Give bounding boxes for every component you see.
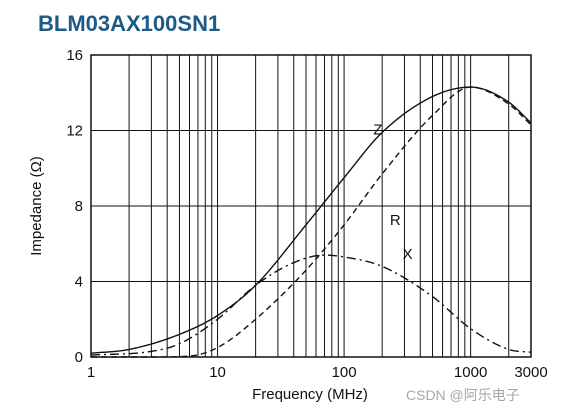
y-tick-label: 16 (66, 47, 83, 64)
y-tick-label: 12 (66, 123, 83, 140)
y-tick-label: 4 (75, 274, 83, 291)
grid-layer (90, 54, 532, 358)
watermark: CSDN @阿乐电子 (406, 387, 520, 403)
x-axis-label: Frequency (MHz) (252, 386, 368, 403)
x-tick-label: 1 (87, 364, 95, 381)
series-z-label: Z (373, 121, 382, 138)
x-tick-label: 10 (209, 364, 226, 381)
plot-frame (90, 54, 532, 358)
series-r-label: R (390, 212, 401, 229)
series-layer: Z RX (90, 86, 532, 358)
y-tick-label: 8 (75, 198, 83, 215)
chart-title: BLM03AX100SN1 (38, 11, 220, 36)
x-tick-label: 1000 (454, 364, 487, 381)
tick-labels: 1 10 100 1000 3000 0 4 8 12 16 (66, 47, 547, 381)
series-x-line (90, 254, 532, 356)
series-r-line (91, 86, 532, 358)
series-x-label: X (403, 246, 413, 263)
x-tick-label: 3000 (514, 364, 547, 381)
x-tick-label: 100 (332, 364, 357, 381)
y-tick-label: 0 (75, 349, 83, 366)
y-axis-label: Impedance (Ω) (28, 156, 45, 256)
